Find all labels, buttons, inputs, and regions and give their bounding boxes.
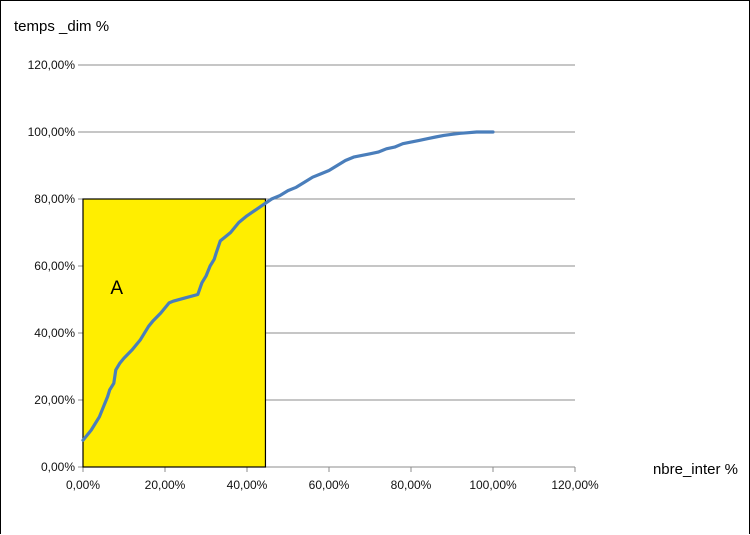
y-tick-label: 40,00%	[34, 326, 75, 340]
x-tick-label: 120,00%	[551, 478, 599, 492]
series-line	[81, 130, 495, 442]
x-tick-label: 40,00%	[227, 478, 268, 492]
series-layer	[81, 130, 495, 442]
x-tick-label: 0,00%	[66, 478, 100, 492]
x-tick-label: 60,00%	[309, 478, 350, 492]
x-tick-label: 20,00%	[145, 478, 186, 492]
region-a-label: A	[110, 278, 123, 299]
y-tick-label: 60,00%	[34, 259, 75, 273]
x-tick-label: 100,00%	[469, 478, 517, 492]
x-axis-title: nbre_inter %	[653, 461, 738, 478]
region-a-rectangle	[82, 198, 267, 468]
x-axis-ticks: 0,00% 20,00% 40,00% 60,00% 80,00% 100,00% 120,…	[66, 478, 599, 492]
x-tick-label: 80,00%	[391, 478, 432, 492]
y-tick-label: 80,00%	[34, 192, 75, 206]
y-axis-ticks: 0,00% 20,00% 40,00% 60,00% 80,00% 100,00% 120,…	[28, 58, 76, 474]
y-tick-label: 100,00%	[28, 125, 76, 139]
y-tick-label: 20,00%	[34, 393, 75, 407]
highlight-region: A	[82, 198, 267, 468]
y-tick-label: 120,00%	[28, 58, 76, 72]
y-tick-label: 0,00%	[41, 460, 75, 474]
y-axis-title: temps _dim %	[14, 18, 109, 35]
